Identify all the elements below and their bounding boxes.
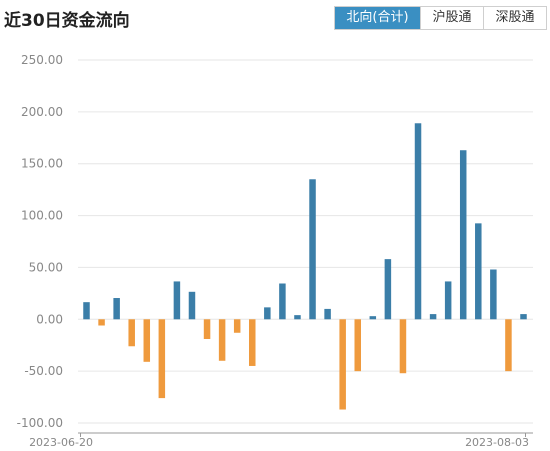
bar[interactable] — [354, 319, 361, 372]
bar[interactable] — [83, 302, 90, 320]
y-tick-label: 100.00 — [21, 209, 63, 223]
grid-lines — [78, 59, 533, 424]
header: 近30日资金流向 北向(合计) 沪股通 深股通 — [0, 0, 550, 38]
bar[interactable] — [429, 314, 437, 320]
bar[interactable] — [490, 269, 497, 320]
bar[interactable] — [369, 316, 377, 320]
bar[interactable] — [233, 319, 241, 333]
bar[interactable] — [475, 223, 482, 320]
bar-series — [83, 123, 527, 410]
bar[interactable] — [459, 150, 467, 320]
tab-shanghai-connect[interactable]: 沪股通 — [420, 7, 483, 29]
bar[interactable] — [158, 319, 166, 399]
bar[interactable] — [249, 319, 256, 366]
bar[interactable] — [520, 314, 527, 320]
bar[interactable] — [339, 319, 346, 410]
y-tick-label: -100.00 — [17, 416, 63, 430]
tab-northbound-total[interactable]: 北向(合计) — [335, 7, 420, 29]
bar[interactable] — [324, 308, 331, 320]
y-tick-label: 150.00 — [21, 157, 63, 171]
bar[interactable] — [279, 283, 286, 320]
x-axis: 2023-06-20 2023-08-03 — [29, 432, 533, 449]
bar[interactable] — [384, 259, 392, 320]
y-tick-label: 200.00 — [21, 105, 63, 119]
tab-shenzhen-connect[interactable]: 深股通 — [483, 7, 546, 29]
y-axis-labels: 250.00 200.00 150.00 100.00 50.00 0.00 -50.00 -… — [17, 53, 63, 430]
bar[interactable] — [173, 281, 181, 320]
y-tick-label: 250.00 — [21, 53, 63, 67]
fund-flow-chart: 250.00 200.00 150.00 100.00 50.00 0.00 -50.00 -… — [17, 53, 533, 449]
bar[interactable] — [203, 319, 211, 339]
bar[interactable] — [98, 319, 105, 326]
bar[interactable] — [128, 319, 135, 347]
page-title: 近30日资金流向 — [4, 11, 130, 31]
x-end-label: 2023-08-03 — [465, 436, 529, 449]
y-tick-label: 0.00 — [36, 312, 63, 326]
x-start-label: 2023-06-20 — [29, 436, 93, 449]
bar[interactable] — [264, 307, 271, 320]
bar[interactable] — [399, 319, 407, 374]
bar[interactable] — [414, 123, 422, 320]
bar[interactable] — [143, 319, 151, 362]
tab-group: 北向(合计) 沪股通 深股通 — [334, 6, 547, 30]
bar[interactable] — [218, 319, 226, 361]
bar[interactable] — [505, 319, 512, 372]
bar[interactable] — [188, 291, 196, 320]
bar[interactable] — [309, 179, 316, 320]
y-tick-label: 50.00 — [29, 260, 63, 274]
y-tick-label: -50.00 — [24, 364, 63, 378]
bar[interactable] — [444, 281, 452, 320]
bar[interactable] — [113, 298, 120, 320]
bar[interactable] — [294, 315, 301, 320]
